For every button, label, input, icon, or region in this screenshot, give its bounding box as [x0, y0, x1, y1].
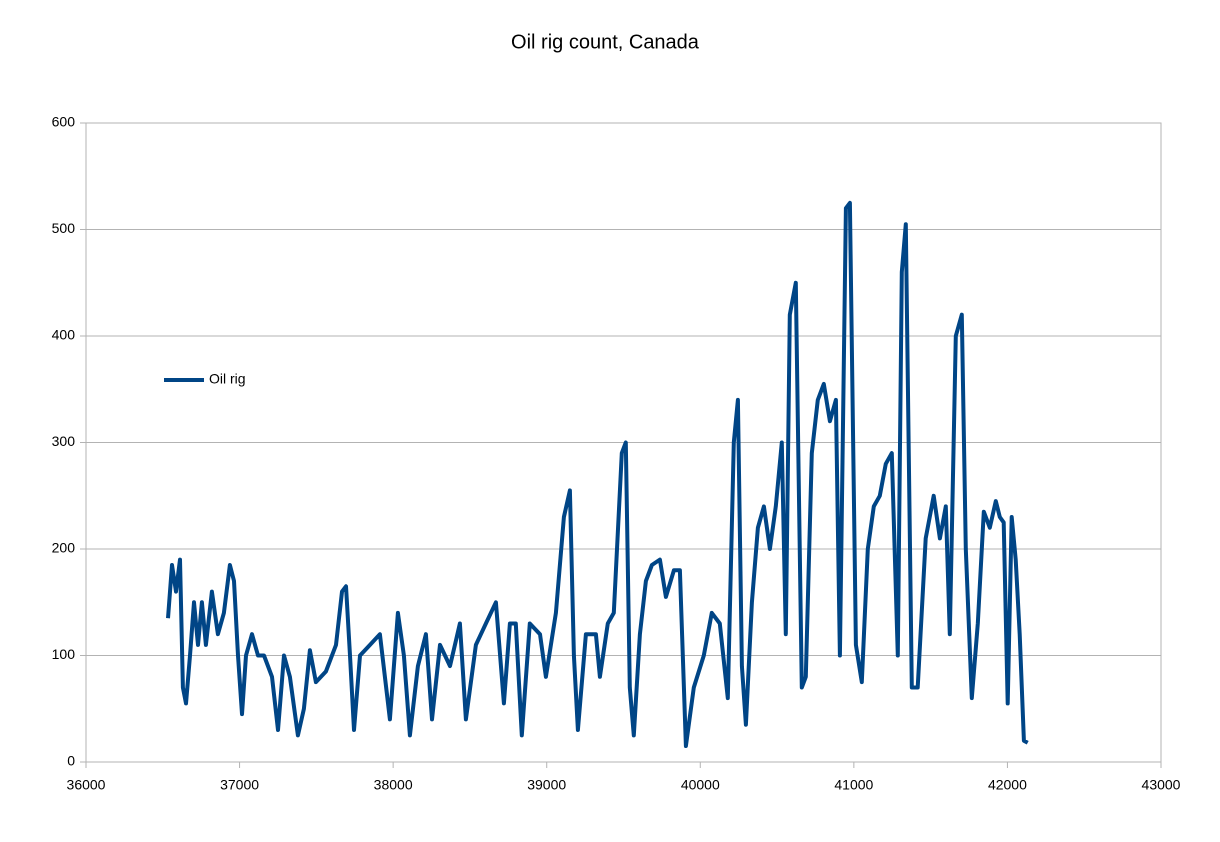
data-line [166, 200, 1029, 748]
y-tick-label: 400 [52, 327, 76, 343]
x-tick-label: 37000 [220, 777, 259, 793]
x-tick-label: 40000 [681, 777, 720, 793]
x-tick-label: 38000 [374, 777, 413, 793]
y-tick-label: 300 [52, 433, 76, 449]
x-tick-label: 42000 [988, 777, 1027, 793]
y-tick-label: 200 [52, 540, 76, 556]
chart-title: Oil rig count, Canada [511, 31, 700, 53]
y-tick-label: 500 [52, 220, 76, 236]
plot-frame [85, 122, 1162, 763]
y-tick-label: 0 [67, 753, 75, 769]
x-tick-label: 36000 [67, 777, 106, 793]
x-tick-label: 41000 [834, 777, 873, 793]
legend-label: Oil rig [209, 371, 246, 387]
x-tick-label: 39000 [527, 777, 566, 793]
y-tick-label: 600 [52, 114, 76, 130]
x-tick-label: 43000 [1142, 777, 1181, 793]
y-tick-label: 100 [52, 646, 76, 662]
